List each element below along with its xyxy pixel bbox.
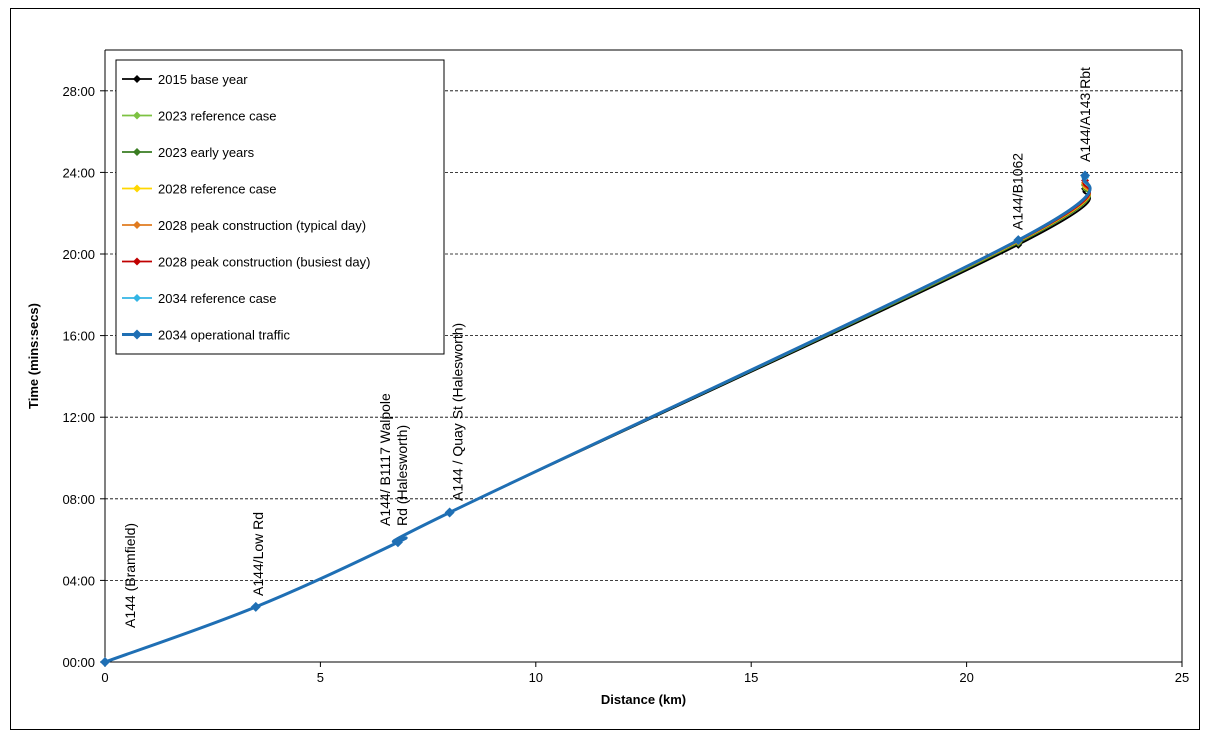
legend-swatch-marker bbox=[133, 257, 141, 266]
series-7 bbox=[100, 170, 1092, 667]
legend-label: 2034 reference case bbox=[158, 291, 277, 306]
legend-label: 2028 peak construction (typical day) bbox=[158, 218, 366, 233]
location-annotations: A144 (Bramfield) A144/Low Rd A144/ B1117 W… bbox=[122, 67, 1093, 628]
x-tick-label: 5 bbox=[317, 670, 324, 685]
axes bbox=[104, 49, 1183, 663]
location-annotation: A144/A143 Rbt bbox=[1077, 67, 1093, 162]
legend-label: 2028 reference case bbox=[158, 182, 277, 197]
legend-swatch-marker bbox=[133, 294, 141, 302]
series-point bbox=[1080, 170, 1091, 181]
legend-label: 2023 early years bbox=[158, 145, 255, 160]
y-axis-title: Time (mins:secs) bbox=[26, 303, 41, 409]
series-lines bbox=[100, 170, 1092, 667]
legend-label: 2034 operational traffic bbox=[158, 328, 291, 343]
legend-label: 2023 reference case bbox=[158, 109, 277, 124]
location-annotation: A144/ B1117 Walpole bbox=[377, 393, 393, 526]
x-tick-label: 15 bbox=[744, 670, 758, 685]
grid-lines bbox=[105, 90, 1182, 581]
legend-swatch-marker bbox=[133, 221, 141, 229]
y-tick-label: 20:00 bbox=[62, 247, 95, 262]
legend-swatch-marker bbox=[132, 329, 142, 340]
legend-swatch-marker bbox=[133, 148, 141, 156]
legend-box bbox=[115, 59, 445, 355]
x-axis-title: Distance (km) bbox=[601, 692, 686, 707]
x-tick-labels: 0 5 10 15 20 25 bbox=[101, 662, 1189, 685]
location-annotation: Rd (Halesworth) bbox=[394, 425, 410, 526]
series-point bbox=[250, 601, 261, 612]
y-tick-label: 00:00 bbox=[62, 655, 95, 670]
location-annotation: A144 / Quay St (Halesworth) bbox=[450, 323, 466, 501]
y-tick-labels: 00:00 04:00 08:00 12:00 16:00 20:00 24:00 28:00 bbox=[62, 84, 105, 670]
x-tick-label: 0 bbox=[101, 670, 108, 685]
x-tick-label: 25 bbox=[1175, 670, 1189, 685]
y-tick-label: 16:00 bbox=[62, 329, 95, 344]
location-annotation: A144/Low Rd bbox=[250, 512, 266, 596]
series-point bbox=[392, 537, 403, 548]
legend-swatch-marker bbox=[133, 75, 141, 83]
legend-swatch-marker bbox=[133, 184, 141, 193]
y-tick-label: 08:00 bbox=[62, 492, 95, 507]
series-point bbox=[1013, 235, 1024, 246]
series-point bbox=[444, 507, 455, 518]
y-tick-label: 24:00 bbox=[62, 165, 95, 180]
legend-label: 2028 peak construction (busiest day) bbox=[158, 255, 370, 270]
y-tick-label: 04:00 bbox=[62, 573, 95, 588]
y-tick-label: 28:00 bbox=[62, 84, 95, 99]
location-annotation: A144 (Bramfield) bbox=[122, 523, 138, 628]
series-point bbox=[100, 657, 110, 667]
legend-label: 2015 base year bbox=[158, 72, 248, 87]
legend-swatch-marker bbox=[133, 111, 141, 120]
x-tick-label: 10 bbox=[529, 670, 543, 685]
legend: 2015 base year 2023 reference case 2023 ea… bbox=[115, 59, 445, 355]
location-annotation: A144/B1062 bbox=[1009, 153, 1025, 230]
y-tick-label: 12:00 bbox=[62, 410, 95, 425]
x-tick-label: 20 bbox=[959, 670, 973, 685]
